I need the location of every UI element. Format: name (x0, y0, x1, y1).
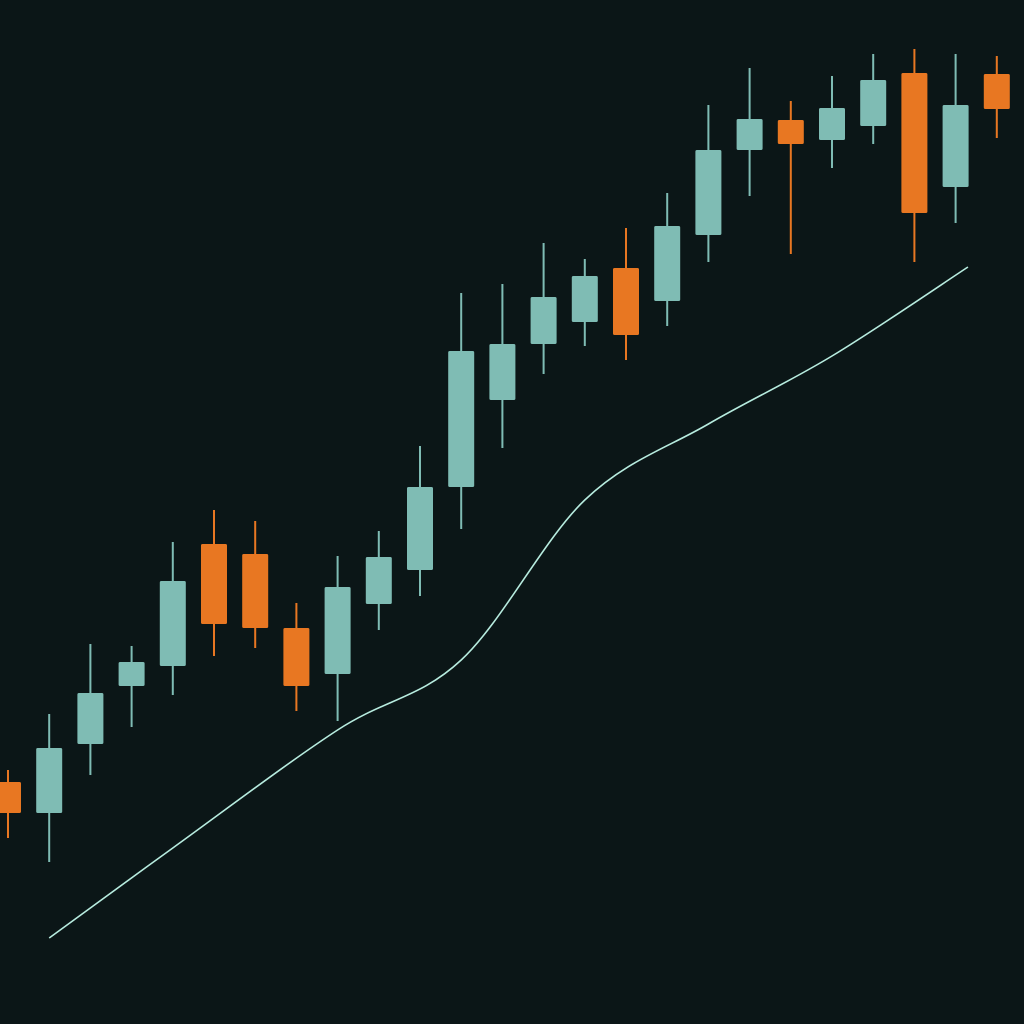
candle (283, 603, 310, 711)
candle-body (283, 628, 310, 686)
moving-average-layer (48, 266, 969, 939)
candle (365, 531, 392, 630)
candle (159, 542, 186, 695)
candle-body (159, 581, 186, 666)
candle (407, 446, 433, 596)
candle-body (983, 74, 1010, 109)
candle (530, 243, 557, 374)
candle (0, 770, 21, 838)
moving-average-line (48, 266, 969, 939)
candle-body (613, 268, 639, 335)
candle-body (118, 662, 145, 686)
candle-body (736, 119, 763, 150)
candle (118, 646, 145, 727)
candle (736, 68, 763, 196)
candle-body (942, 105, 969, 187)
candle-body (654, 226, 681, 301)
candle-body (489, 344, 516, 400)
candle (36, 714, 63, 862)
candles-layer (0, 49, 1010, 862)
candle-body (365, 557, 392, 604)
candle-body (77, 693, 104, 744)
candle (695, 105, 722, 262)
candle (901, 49, 928, 262)
candle-body (242, 554, 269, 628)
candle (242, 521, 269, 648)
candle (324, 556, 351, 721)
candle-body (571, 276, 598, 322)
candle-body (407, 487, 433, 570)
candle-body (860, 80, 887, 126)
candle-body (819, 108, 845, 140)
candle (77, 644, 104, 775)
candle (448, 293, 475, 529)
candle-body (201, 544, 227, 624)
candle (942, 54, 969, 223)
candle (983, 56, 1010, 138)
candle-body (777, 120, 804, 144)
candle (819, 76, 845, 168)
candle-body (324, 587, 351, 674)
candle-body (448, 351, 475, 487)
candle (860, 54, 887, 144)
candle (613, 228, 639, 360)
candle-body (901, 73, 928, 213)
candle (489, 284, 516, 448)
candle-body (530, 297, 557, 344)
candle-body (0, 782, 21, 813)
candle (777, 101, 804, 254)
candle (571, 259, 598, 346)
candle-body (36, 748, 63, 813)
candle (201, 510, 227, 656)
candle-body (695, 150, 722, 235)
candle (654, 193, 681, 326)
